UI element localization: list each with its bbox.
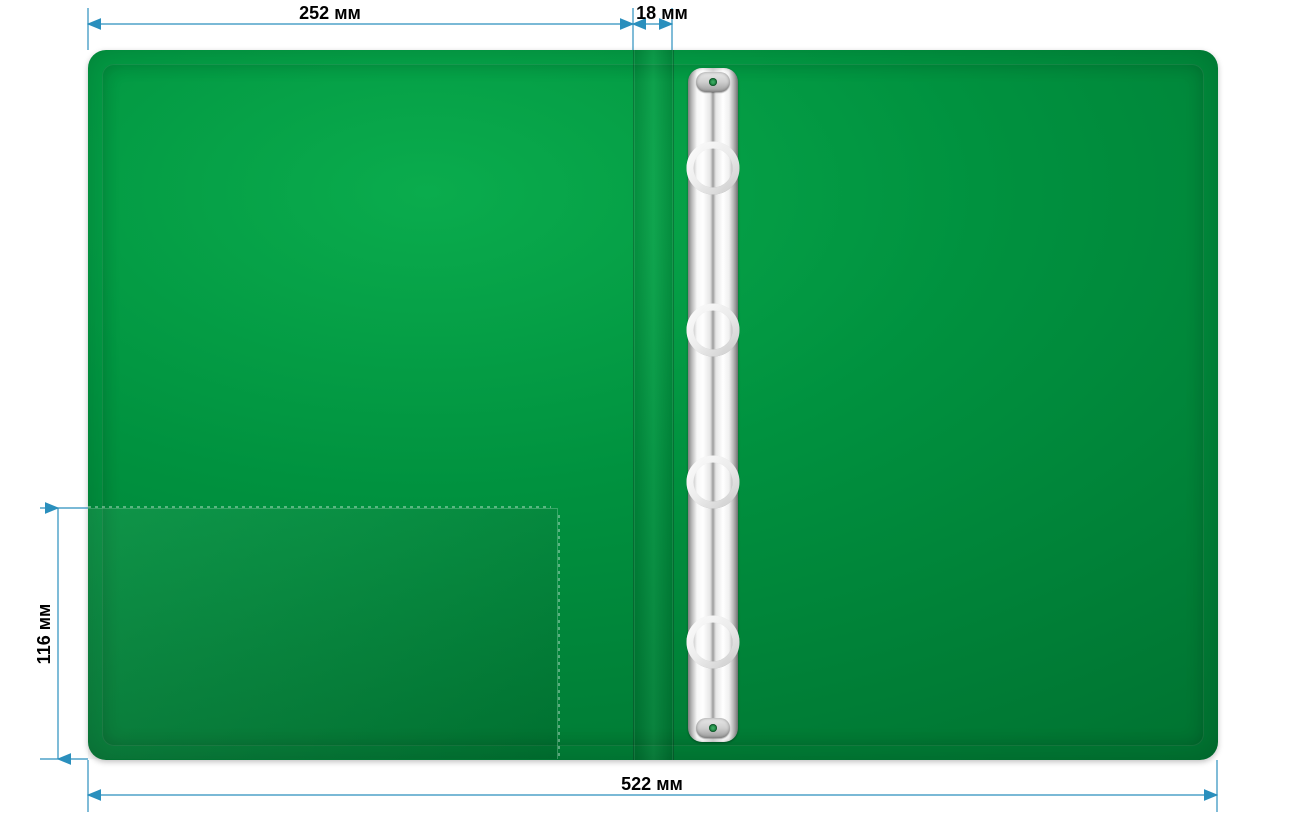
dim-total-width-label: 522 мм xyxy=(621,774,683,794)
dim-panel-width-label: 252 мм xyxy=(299,3,361,23)
dim-pocket-height-label: 116 мм xyxy=(34,604,54,665)
pocket-stitch-right xyxy=(558,515,560,759)
spine-fold-right xyxy=(672,50,674,760)
diagram-stage: 252 мм 18 мм 116 мм 522 мм xyxy=(0,0,1300,822)
ring-mechanism xyxy=(688,68,738,742)
mechanism-cap-top xyxy=(696,72,730,92)
pocket-stitch-top xyxy=(88,506,551,508)
spine-area xyxy=(635,50,672,760)
inside-pocket xyxy=(88,508,558,759)
binder xyxy=(88,50,1218,760)
dim-spine-width-label: 18 мм xyxy=(636,3,688,23)
mechanism-cap-bottom xyxy=(696,718,730,738)
mechanism-center-seam xyxy=(712,90,714,720)
